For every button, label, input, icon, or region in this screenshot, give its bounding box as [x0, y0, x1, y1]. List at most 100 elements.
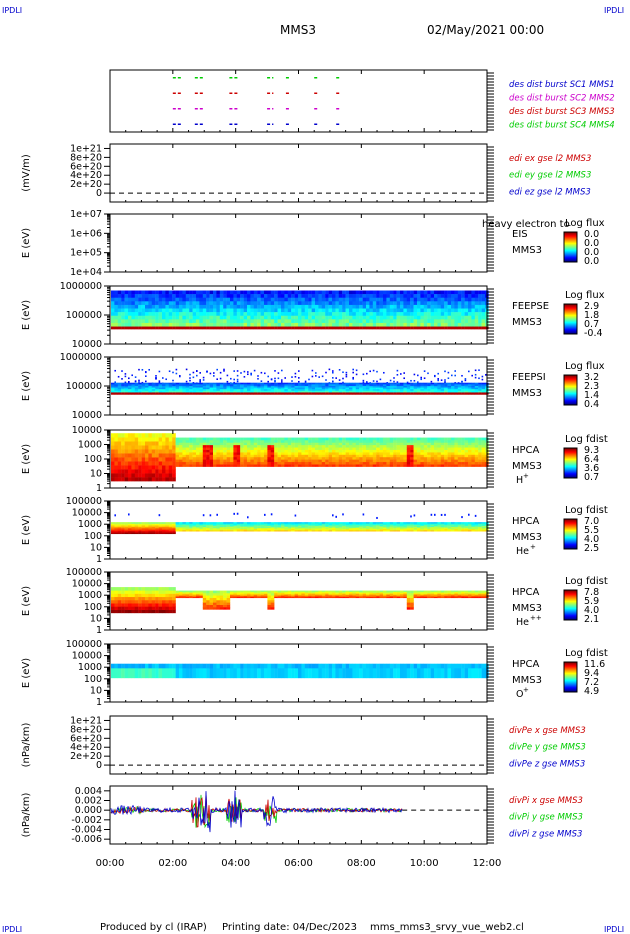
feepse-cell	[199, 319, 203, 324]
feepse-cell	[447, 301, 452, 306]
feepse-cell	[406, 319, 411, 324]
hpca_h-cell	[406, 439, 411, 443]
hpca_he-cell	[182, 530, 186, 532]
feepse-cell	[151, 294, 156, 299]
hpca_h-cell	[236, 449, 241, 453]
hpca_h-cell	[274, 464, 278, 467]
hpca_h-cell	[216, 464, 220, 467]
feepsi-cell	[355, 392, 360, 395]
hpca_he-cell	[355, 525, 360, 527]
feepsi-cell	[366, 390, 370, 393]
hpca_he-cell	[389, 524, 394, 526]
hpca_he-cell	[182, 526, 186, 529]
hpca_he-cell	[230, 524, 234, 526]
feepse-cell	[138, 326, 142, 330]
hpca_he-cell	[298, 524, 302, 526]
hpca_h-cell	[430, 447, 435, 450]
hpca_he-cell	[209, 523, 214, 525]
hpca_h-cell	[423, 437, 428, 441]
hpca_he-cell	[158, 532, 163, 535]
feepsi-cell	[335, 377, 337, 379]
hpca_h-ytick-label: 10	[90, 469, 102, 480]
hpca_he-cell	[216, 513, 218, 516]
hpca_h-cell	[250, 454, 254, 458]
feepse-cell	[185, 308, 190, 313]
hpca_he-cell	[277, 525, 282, 527]
hpca_h-cell	[175, 447, 180, 450]
feepse-cell	[121, 294, 125, 299]
feepse-cell	[253, 319, 258, 324]
eis-colorbar-cell	[564, 253, 577, 255]
hpca_h-ylabel: E (eV)	[21, 444, 32, 474]
hpca_h-cell	[175, 459, 180, 463]
feepsi-cell	[226, 382, 231, 385]
feepse-cell	[179, 297, 183, 302]
feepse-colorbar-cell	[564, 306, 577, 308]
hpca_h-cell	[141, 433, 146, 438]
feepsi-cell	[393, 377, 395, 379]
feepsi-cell	[410, 382, 414, 385]
hpca_he-cell	[240, 523, 244, 525]
feepsi-cell	[168, 385, 173, 388]
hpca_h-cell	[338, 447, 343, 450]
feepse-cell	[284, 319, 288, 324]
feepse-cell	[287, 312, 292, 317]
hpca_he-cell	[315, 528, 319, 531]
hpca_h-cell	[213, 464, 217, 467]
feepsi-cell	[478, 369, 480, 371]
hpca_h-cell	[434, 456, 438, 460]
hpca_h-cell	[325, 454, 329, 458]
hpca_h-cell	[209, 447, 214, 450]
hpca_h-cell	[430, 449, 435, 453]
feepse-cell	[355, 308, 360, 313]
feepsi-cell	[247, 387, 251, 390]
feepsi-cell	[345, 373, 348, 376]
feepse-cell	[362, 290, 367, 295]
feepsi-cell	[206, 385, 210, 388]
hpca_h-cell	[117, 453, 122, 458]
hpca_h-cell	[413, 452, 418, 455]
hpca_h-cell	[372, 459, 377, 463]
hpca_h-cell	[379, 444, 384, 448]
feepsi-cell	[440, 387, 445, 390]
hpca_h-cell	[223, 449, 227, 453]
hpca_h-cell	[216, 459, 220, 463]
hpca_h-cell	[400, 439, 404, 443]
hpca_h-cell	[141, 473, 146, 478]
hpca_h-cell	[230, 439, 234, 443]
hpca_h-cell	[352, 449, 356, 453]
hpca_he-cell	[179, 523, 183, 525]
feepsi-cell	[165, 389, 169, 392]
hpca_h-cell	[468, 461, 472, 465]
feepsi-cell	[131, 390, 135, 393]
footer-printing-date: Printing date: 04/Dec/2023	[222, 922, 357, 933]
feepse-cell	[403, 290, 407, 295]
feepsi-cell	[342, 384, 346, 387]
hpca_h-cell	[359, 454, 363, 458]
feepse-cell	[172, 308, 176, 313]
feepse-cell	[437, 315, 441, 320]
feepse-cell	[301, 297, 305, 302]
hpca_h-cell	[260, 439, 265, 443]
feepse-colorbar-cell	[564, 321, 577, 323]
feepsi-cell	[396, 389, 401, 392]
feepse-cell	[379, 315, 384, 320]
hpca_h-cell	[155, 457, 159, 462]
hpca_h-cell	[457, 442, 462, 446]
feepse-cell	[403, 312, 407, 317]
feepse-cell	[216, 301, 220, 306]
feepsi-cell	[481, 389, 486, 392]
hpca_h-cell	[379, 447, 384, 450]
feepse-cell	[321, 304, 326, 309]
hpca_h-cell	[400, 447, 404, 450]
feepse-cell	[321, 326, 326, 330]
hpca_h-cell	[478, 444, 482, 448]
feepse-cell	[406, 308, 411, 313]
hpca_h-cell	[270, 447, 275, 450]
hpca_h-cell	[202, 456, 207, 460]
feepse-cell	[179, 322, 183, 327]
hpca_he-cell	[128, 522, 132, 524]
hpca_he-cell	[134, 526, 139, 529]
feepse-cell	[233, 308, 237, 313]
hpca_h-cell	[114, 449, 118, 454]
